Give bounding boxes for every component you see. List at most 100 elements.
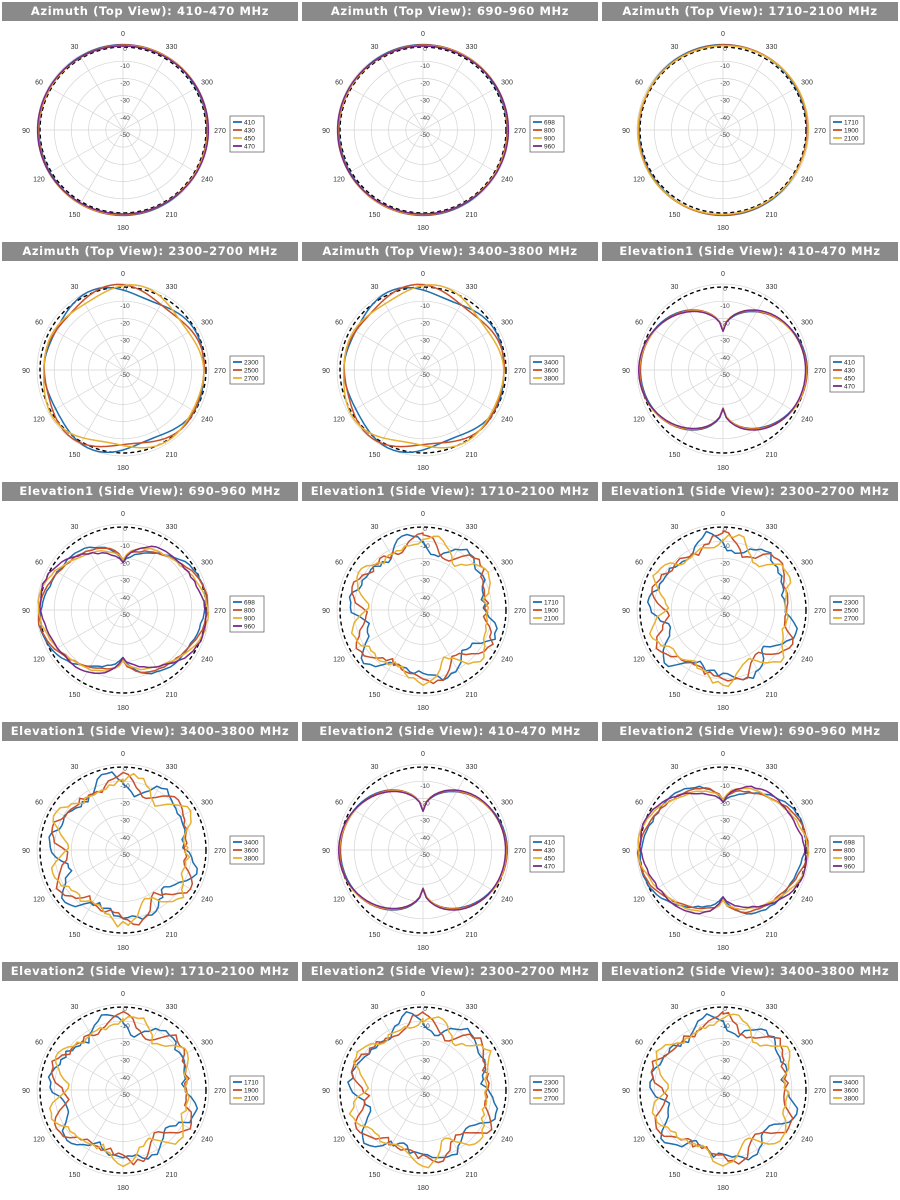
angle-tick-label: 240 — [201, 417, 213, 424]
legend-label: 2700 — [844, 616, 859, 623]
legend-label: 1710 — [244, 1080, 259, 1087]
polar-chart-svg: 03060901201501802102402703003300-10-20-3… — [322, 511, 565, 712]
angle-tick-label: 300 — [501, 560, 513, 567]
chart-title: Azimuth (Top View): 3400–3800 MHz — [302, 242, 598, 261]
radial-tick-label: -30 — [420, 1058, 430, 1065]
angle-tick-label: 270 — [814, 608, 826, 615]
angle-tick-label: 120 — [33, 897, 45, 904]
angle-tick-label: 30 — [671, 764, 679, 771]
angle-tick-label: 300 — [801, 80, 813, 87]
legend-label: 3400 — [244, 840, 259, 847]
series-line — [650, 1010, 794, 1165]
legend-label: 1900 — [544, 608, 559, 615]
angle-tick-label: 30 — [371, 284, 379, 291]
polar-grid-spoke — [48, 369, 124, 414]
polar-grid-spoke — [122, 609, 198, 654]
legend-label: 2300 — [544, 1080, 559, 1087]
chart-title: Elevation2 (Side View): 690–960 MHz — [602, 722, 898, 741]
angle-tick-label: 240 — [801, 177, 813, 184]
polar-chart-svg: 03060901201501802102402703003300-10-20-3… — [622, 271, 865, 472]
legend-label: 470 — [244, 144, 255, 151]
reference-circle — [639, 1006, 807, 1174]
angle-tick-label: 240 — [501, 177, 513, 184]
angle-tick-label: 270 — [814, 848, 826, 855]
series-line — [42, 284, 205, 449]
angle-tick-label: 60 — [635, 1040, 643, 1047]
series-line — [637, 44, 809, 216]
series-line — [50, 1010, 193, 1166]
radial-tick-label: -20 — [420, 320, 430, 327]
angle-tick-label: 120 — [633, 1137, 645, 1144]
reference-circle — [639, 526, 807, 694]
angle-tick-label: 60 — [35, 320, 43, 327]
polar-grid-spoke — [422, 849, 467, 925]
series-line — [342, 284, 505, 449]
legend-label: 3600 — [544, 368, 559, 375]
angle-tick-label: 90 — [622, 128, 630, 135]
polar-chart-panel: 0 30 60 90 120 150 180 210 240 270 300 330 0 -10 -20 -3… — [600, 720, 900, 960]
polar-grid-spoke — [79, 775, 124, 851]
polar-grid-spoke — [79, 129, 124, 205]
reference-circle — [39, 766, 207, 934]
polar-grid-spoke — [722, 326, 798, 371]
angle-tick-label: 240 — [501, 1137, 513, 1144]
legend-label: 900 — [544, 136, 555, 143]
angle-tick-label: 330 — [766, 44, 778, 51]
polar-grid-spoke — [379, 369, 424, 445]
polar-chart-panel: 0 30 60 90 120 150 180 210 240 270 300 330 0 -10 -20 -3… — [600, 0, 900, 240]
angle-tick-label: 30 — [71, 44, 79, 51]
reference-circle — [39, 46, 207, 214]
radial-tick-label: -20 — [120, 560, 130, 567]
radial-tick-label: -10 — [420, 783, 430, 790]
legend-label: 2500 — [544, 1088, 559, 1095]
polar-grid-spoke — [722, 369, 798, 414]
polar-chart-panel: 0 30 60 90 120 150 180 210 240 270 300 330 0 -10 -20 -3… — [0, 720, 300, 960]
polar-grid-spoke — [648, 566, 724, 611]
polar-grid-spoke — [379, 55, 424, 131]
angle-tick-label: 210 — [166, 692, 178, 699]
radial-tick-label: -50 — [420, 132, 430, 139]
radial-tick-label: 0 — [723, 766, 727, 773]
angle-tick-label: 210 — [466, 692, 478, 699]
radial-tick-label: -30 — [420, 98, 430, 105]
polar-chart-svg: 03060901201501802102402703003300-10-20-3… — [322, 751, 565, 952]
polar-grid-spoke — [122, 129, 198, 174]
polar-grid-spoke — [422, 129, 498, 174]
radial-tick-label: -30 — [120, 338, 130, 345]
angle-tick-label: 180 — [717, 465, 729, 472]
polar-chart-svg: 03060901201501802102402703003300-10-20-3… — [22, 511, 265, 712]
angle-tick-label: 300 — [201, 320, 213, 327]
polar-grid-spoke — [422, 1046, 498, 1091]
polar-grid-spoke — [79, 55, 124, 131]
polar-chart-panel: 0 30 60 90 120 150 180 210 240 270 300 330 0 -10 -20 -3… — [600, 960, 900, 1200]
radial-tick-label: -20 — [420, 560, 430, 567]
angle-tick-label: 60 — [335, 1040, 343, 1047]
radial-tick-label: -40 — [720, 595, 730, 602]
legend-label: 3400 — [544, 360, 559, 367]
angle-tick-label: 330 — [466, 44, 478, 51]
radial-tick-label: -40 — [420, 1075, 430, 1082]
radial-tick-label: 0 — [423, 526, 427, 533]
angle-tick-label: 0 — [121, 991, 125, 998]
series-line — [651, 1013, 791, 1167]
polar-grid-spoke — [422, 326, 498, 371]
angle-tick-label: 90 — [322, 1088, 330, 1095]
angle-tick-label: 240 — [501, 657, 513, 664]
polar-grid-spoke — [422, 566, 498, 611]
radial-tick-label: 0 — [723, 286, 727, 293]
angle-tick-label: 240 — [801, 657, 813, 664]
radial-tick-label: -40 — [120, 115, 130, 122]
angle-tick-label: 180 — [717, 705, 729, 712]
angle-tick-label: 330 — [466, 1004, 478, 1011]
radial-tick-label: 0 — [423, 1006, 427, 1013]
polar-grid-spoke — [422, 86, 498, 131]
radial-tick-label: -30 — [720, 1058, 730, 1065]
angle-tick-label: 120 — [33, 417, 45, 424]
chart-title: Azimuth (Top View): 690–960 MHz — [302, 2, 598, 21]
angle-tick-label: 330 — [166, 44, 178, 51]
radial-tick-label: -20 — [120, 1040, 130, 1047]
series-line — [637, 787, 810, 913]
angle-tick-label: 90 — [322, 128, 330, 135]
angle-tick-label: 210 — [166, 452, 178, 459]
angle-tick-label: 270 — [514, 608, 526, 615]
